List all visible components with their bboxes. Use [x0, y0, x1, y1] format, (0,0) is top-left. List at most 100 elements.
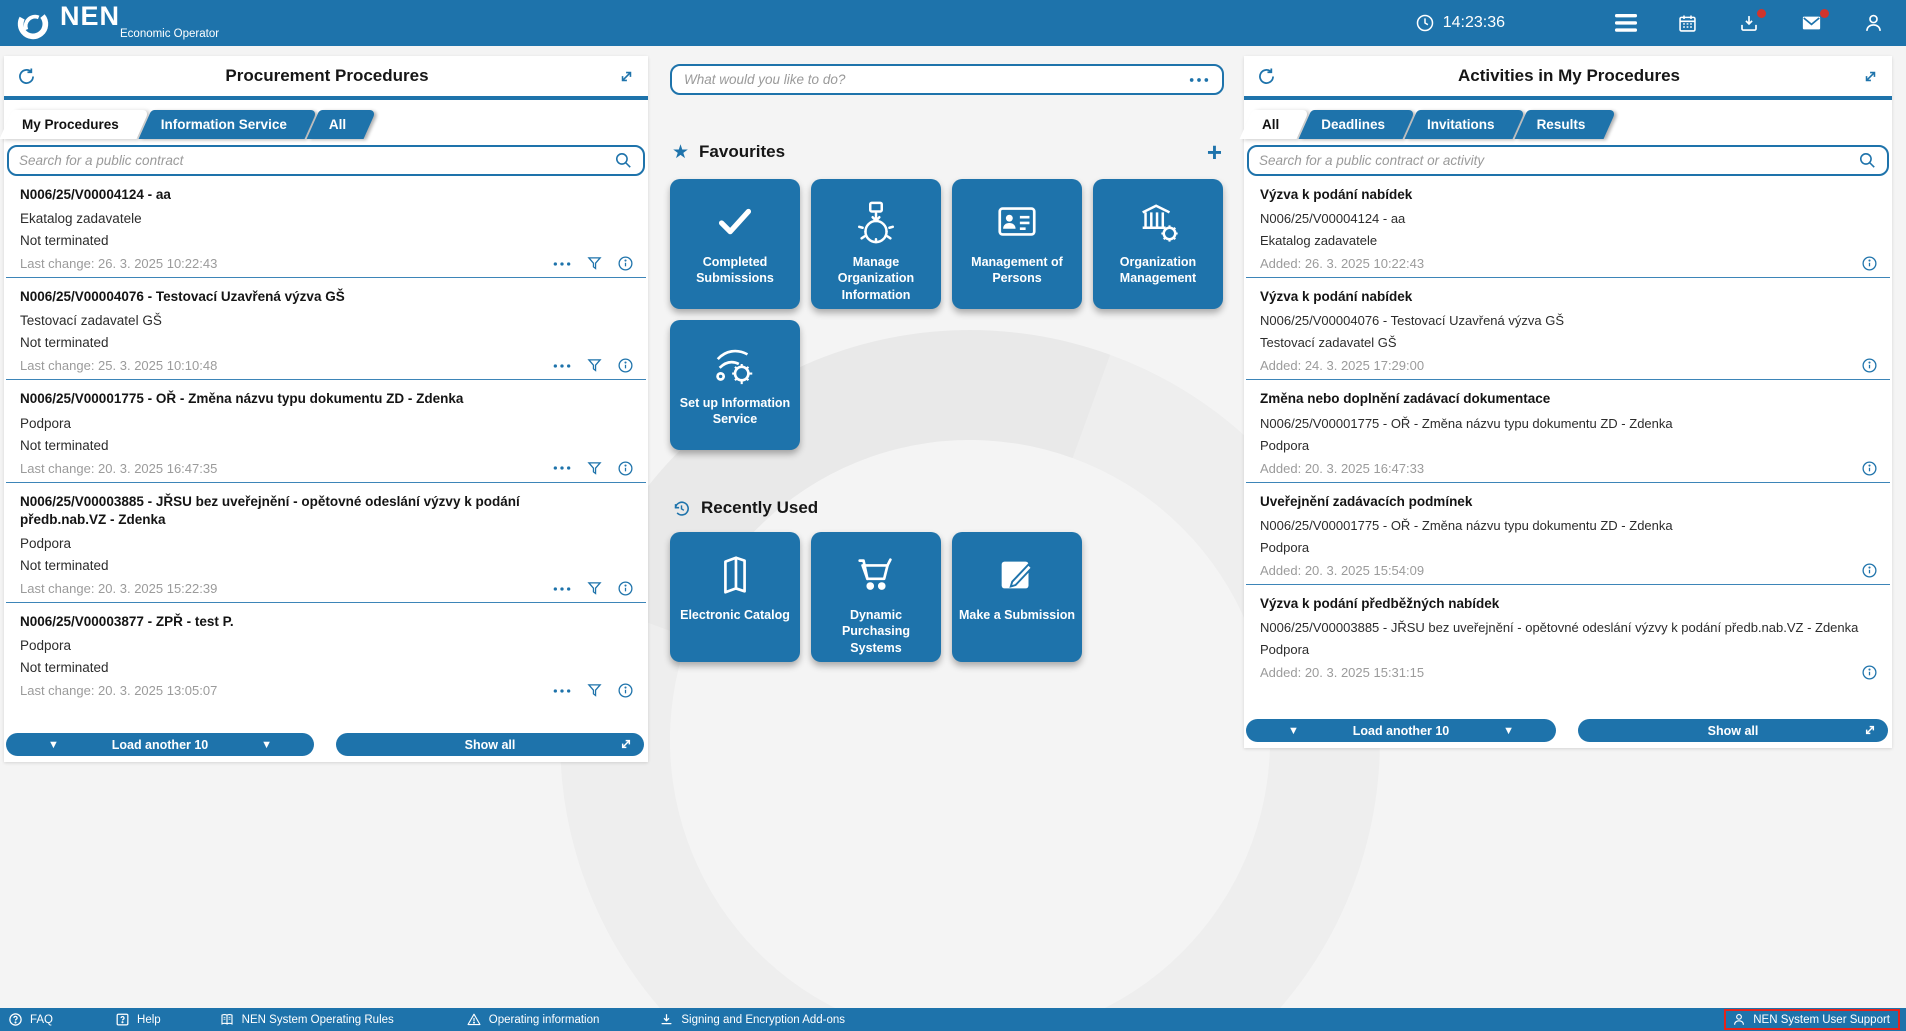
refresh-button[interactable] — [16, 66, 37, 87]
activity-added: Added: 20. 3. 2025 15:31:15 — [1260, 665, 1425, 681]
action-search-input[interactable] — [684, 72, 1188, 87]
contract-search — [7, 145, 645, 176]
more-options-icon[interactable] — [552, 684, 572, 698]
user-support-link[interactable]: NEN System User Support — [1724, 1009, 1900, 1030]
expand-button[interactable] — [617, 67, 636, 86]
book-icon — [221, 1013, 233, 1025]
activity-row[interactable]: Uveřejnění zadávacích podmínek N006/25/V… — [1246, 483, 1890, 585]
more-options-icon[interactable] — [552, 461, 572, 475]
show-all-button[interactable]: Show all — [336, 733, 644, 756]
tile-management-of-persons[interactable]: Management of Persons — [952, 179, 1082, 309]
square-question-icon — [116, 1013, 129, 1026]
notification-dot — [1757, 8, 1766, 18]
activity-org: Podpora — [1260, 642, 1310, 658]
procedure-title: N006/25/V00003877 - ZPŘ - test P. — [20, 614, 234, 630]
procedure-title: N006/25/V00004124 - aa — [20, 187, 171, 202]
procedure-row[interactable]: N006/25/V00004076 - Testovací Uzavřená v… — [6, 278, 646, 381]
tile-make-a-submission[interactable]: Make a Submission — [952, 532, 1082, 662]
recently-used-title: Recently Used — [701, 498, 819, 517]
calendar-button[interactable] — [1677, 13, 1698, 34]
action-search — [670, 64, 1224, 95]
mail-icon — [1802, 16, 1821, 30]
more-options-icon[interactable] — [1188, 73, 1210, 87]
user-icon — [1734, 1013, 1745, 1025]
filter-icon[interactable] — [586, 580, 603, 597]
info-icon[interactable] — [617, 357, 634, 374]
contract-search-input[interactable] — [19, 153, 614, 168]
tile-dynamic-purchasing-systems[interactable]: Dynamic Purchasing Systems — [811, 532, 941, 662]
warning-triangle-icon — [467, 1013, 481, 1026]
tab-invitations[interactable]: Invitations — [1404, 110, 1526, 139]
catalog-icon — [724, 556, 746, 594]
tab-all-activities[interactable]: All — [1239, 110, 1310, 139]
info-icon[interactable] — [1861, 460, 1878, 477]
operating-rules-link[interactable]: NEN System Operating Rules — [219, 1012, 394, 1027]
activity-search-input[interactable] — [1259, 153, 1858, 168]
activity-added: Added: 24. 3. 2025 17:29:00 — [1260, 358, 1425, 374]
more-options-icon[interactable] — [552, 359, 572, 373]
load-more-button[interactable]: ▼ Load another 10 ▼ — [1246, 719, 1556, 742]
add-favourite-button[interactable]: + — [1206, 137, 1222, 167]
info-icon[interactable] — [1861, 357, 1878, 374]
filter-icon[interactable] — [586, 255, 603, 272]
tab-results[interactable]: Results — [1514, 110, 1616, 139]
triangle-down-icon: ▼ — [1288, 724, 1299, 737]
tab-all[interactable]: All — [306, 110, 377, 139]
more-options-icon[interactable] — [552, 257, 572, 271]
filter-icon[interactable] — [586, 460, 603, 477]
procedure-last-change: Last change: 26. 3. 2025 10:22:43 — [20, 256, 218, 272]
refresh-button[interactable] — [1256, 66, 1277, 87]
info-icon[interactable] — [617, 255, 634, 272]
info-icon[interactable] — [617, 460, 634, 477]
user-button[interactable] — [1863, 12, 1884, 34]
tab-information-service[interactable]: Information Service — [138, 110, 318, 139]
procedure-row[interactable]: N006/25/V00001775 - OŘ - Změna názvu typ… — [6, 380, 646, 483]
search-icon[interactable] — [1858, 151, 1877, 170]
filter-icon[interactable] — [586, 357, 603, 374]
show-all-button[interactable]: Show all — [1578, 719, 1888, 742]
info-icon[interactable] — [617, 580, 634, 597]
expand-button[interactable] — [1861, 67, 1880, 86]
tab-deadlines[interactable]: Deadlines — [1298, 110, 1416, 139]
tile-organization-management[interactable]: Organization Management — [1093, 179, 1223, 309]
procedure-title: N006/25/V00001775 - OŘ - Změna názvu typ… — [20, 391, 464, 407]
tab-my-procedures[interactable]: My Procedures — [0, 110, 150, 139]
messages-button[interactable] — [1800, 9, 1829, 33]
tile-electronic-catalog[interactable]: Electronic Catalog — [670, 532, 800, 662]
info-icon[interactable] — [1861, 255, 1878, 272]
info-icon[interactable] — [1861, 562, 1878, 579]
procedure-row[interactable]: N006/25/V00003877 - ZPŘ - test P. Podpor… — [6, 603, 646, 704]
signing-addons-link[interactable]: Signing and Encryption Add-ons — [659, 1012, 845, 1027]
id-card-icon — [998, 207, 1036, 236]
info-icon[interactable] — [617, 682, 634, 699]
activity-row[interactable]: Výzva k podání nabídek N006/25/V00004076… — [1246, 278, 1890, 381]
help-link[interactable]: Help — [115, 1012, 161, 1027]
faq-link[interactable]: FAQ — [8, 1012, 53, 1027]
tile-completed-submissions[interactable]: Completed Submissions — [670, 179, 800, 309]
activity-row[interactable]: Výzva k podání předběžných nabídek N006/… — [1246, 585, 1890, 686]
load-more-button[interactable]: ▼ Load another 10 ▼ — [6, 733, 314, 756]
search-icon[interactable] — [614, 151, 633, 170]
tile-set-up-information-service[interactable]: Set up Information Service — [670, 320, 800, 450]
menu-button[interactable] — [1615, 14, 1637, 32]
operating-information-link[interactable]: Operating information — [466, 1012, 599, 1027]
more-options-icon[interactable] — [552, 582, 572, 596]
gear-arrow-icon — [857, 201, 895, 244]
inbox-button[interactable] — [1738, 8, 1766, 34]
edit-icon — [1001, 561, 1034, 589]
procedure-row[interactable]: N006/25/V00003885 - JŘSU bez uveřejnění … — [6, 483, 646, 604]
activity-added: Added: 20. 3. 2025 15:54:09 — [1260, 562, 1425, 578]
app-logo[interactable]: NEN — [14, 3, 120, 43]
filter-icon[interactable] — [586, 682, 603, 699]
activity-contract: N006/25/V00004124 - aa — [1260, 211, 1406, 227]
activity-row[interactable]: Změna nebo doplnění zadávací dokumentace… — [1246, 380, 1890, 483]
procedure-status: Not terminated — [20, 558, 109, 574]
activity-search — [1247, 145, 1889, 176]
info-icon[interactable] — [1861, 664, 1878, 681]
activity-row[interactable]: Výzva k podání nabídek N006/25/V00004124… — [1246, 176, 1890, 279]
procedure-org: Testovací zadavatel GŠ — [20, 313, 162, 329]
tile-manage-organization-information[interactable]: Manage Organization Information — [811, 179, 941, 309]
procedure-row[interactable]: N006/25/V00004124 - aa Ekatalog zadavate… — [6, 176, 646, 279]
right-tabs: All Deadlines Invitations Results — [1239, 110, 1892, 139]
clock-icon — [1416, 14, 1433, 32]
